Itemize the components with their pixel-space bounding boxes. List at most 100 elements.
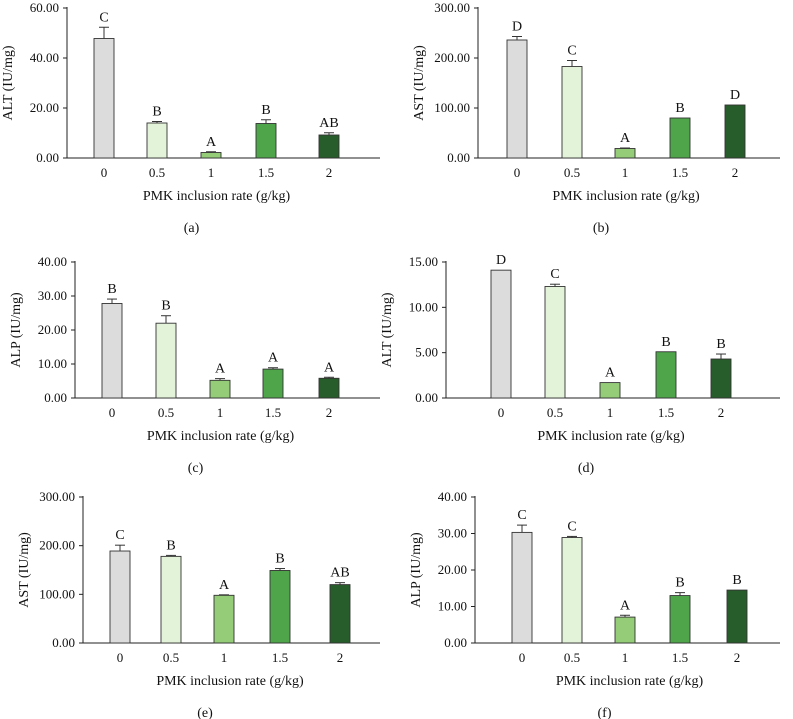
x-tick-label: 1.5	[672, 650, 688, 665]
bar-e-3	[269, 570, 291, 644]
y-tick-label: 5.00	[415, 345, 438, 360]
significance-letter: B	[261, 103, 270, 118]
x-tick-label: 2	[718, 405, 725, 420]
bar-b-2	[614, 148, 636, 159]
y-axis-title: ALT (IU/mg)	[380, 292, 395, 367]
y-axis-title: ALT (IU/mg)	[1, 45, 16, 120]
x-tick-label: 2	[326, 165, 333, 180]
significance-letter: C	[567, 519, 576, 534]
x-tick-label: 0.5	[564, 165, 580, 180]
significance-letter: B	[675, 101, 684, 116]
significance-letter: B	[107, 282, 116, 297]
significance-letter: B	[166, 538, 175, 553]
x-tick-label: 0	[498, 405, 505, 420]
panel-caption: (a)	[184, 221, 200, 236]
x-tick-label: 1.5	[672, 165, 688, 180]
y-tick-label: 20.00	[30, 100, 59, 115]
significance-letter: A	[620, 131, 631, 146]
x-tick-label: 0	[109, 405, 116, 420]
x-tick-label: 2	[732, 165, 739, 180]
bar-b-3	[669, 117, 691, 159]
significance-letter: B	[732, 573, 741, 588]
chart-panel-a: 0.00 20.00 40.00 60.00 C 0 B 0.5 A 1 B 1.5 AB 2 ALT (I…	[1, 0, 380, 236]
x-tick-label: 1.5	[658, 405, 674, 420]
y-tick-label: 15.00	[409, 254, 438, 269]
bar-f-3	[669, 595, 691, 644]
significance-letter: A	[219, 578, 230, 593]
panel-caption: (c)	[188, 461, 204, 476]
x-tick-label: 0.5	[564, 650, 580, 665]
significance-letter: A	[215, 362, 226, 377]
significance-letter: A	[268, 351, 279, 366]
x-tick-label: 1	[217, 405, 224, 420]
y-tick-label: 0.00	[444, 635, 467, 650]
chart-panel-f: 0.00 10.00 20.00 30.00 40.00 C 0 C 0.5 A 1 B 1.5 B 2 AL…	[409, 489, 780, 719]
panel-caption: (d)	[578, 461, 595, 476]
y-tick-label: 0.00	[415, 390, 438, 405]
y-tick-label: 0.00	[447, 150, 470, 165]
significance-letter: B	[661, 335, 670, 350]
bar-c-0	[101, 303, 123, 399]
significance-letter: C	[550, 267, 559, 282]
significance-letter: A	[206, 135, 217, 150]
bar-e-4	[329, 584, 351, 644]
x-tick-label: 1	[622, 650, 629, 665]
significance-letter: AB	[330, 566, 349, 581]
significance-letter: C	[99, 10, 108, 25]
x-axis-title: PMK inclusion rate (g/kg)	[147, 429, 295, 444]
x-tick-label: 2	[337, 650, 344, 665]
x-axis-title: PMK inclusion rate (g/kg)	[143, 189, 291, 204]
x-axis-title: PMK inclusion rate (g/kg)	[556, 674, 704, 689]
bar-d-2	[599, 382, 621, 399]
significance-letter: B	[675, 576, 684, 591]
x-tick-label: 0.5	[547, 405, 563, 420]
bar-d-1	[544, 286, 566, 399]
y-tick-label: 100.00	[434, 100, 470, 115]
x-tick-label: 0	[514, 165, 521, 180]
bar-d-4	[710, 358, 732, 399]
chart-panel-d: 0.00 5.00 10.00 15.00 D 0 C 0.5 A 1 B 1.5 B 2 ALT (IU/…	[380, 253, 780, 476]
x-tick-label: 1	[607, 405, 614, 420]
bar-c-1	[155, 322, 177, 399]
x-tick-label: 1.5	[258, 165, 274, 180]
y-tick-label: 10.00	[38, 356, 67, 371]
significance-letter: B	[275, 552, 284, 567]
y-tick-label: 40.00	[38, 254, 67, 269]
y-tick-label: 20.00	[438, 562, 467, 577]
x-tick-label: 0	[101, 165, 108, 180]
chart-panel-c: 0.00 10.00 20.00 30.00 40.00 B 0 B 0.5 A 1 A 1.5 A 2 AL…	[9, 254, 380, 476]
y-axis-title: ALP (IU/mg)	[409, 532, 424, 608]
bar-f-1	[561, 537, 583, 644]
chart-panel-b: 0.00 100.00 200.00 300.00 D 0 C 0.5 A 1 B 1.5 D 2 AST …	[412, 0, 780, 236]
significance-letter: C	[517, 508, 526, 523]
y-tick-label: 0.00	[52, 635, 75, 650]
y-tick-label: 300.00	[434, 0, 470, 15]
bar-f-0	[511, 531, 533, 644]
panel-caption: (b)	[593, 221, 610, 236]
bar-b-4	[724, 104, 746, 159]
panel-caption: (f)	[598, 706, 612, 719]
x-tick-label: 0.5	[158, 405, 174, 420]
x-tick-label: 2	[326, 405, 333, 420]
bar-d-0	[490, 269, 512, 399]
y-tick-label: 0.00	[36, 150, 59, 165]
bar-a-2	[200, 152, 222, 159]
significance-letter: D	[496, 253, 506, 268]
significance-letter: D	[512, 20, 522, 35]
y-tick-label: 30.00	[38, 288, 67, 303]
significance-letter: A	[324, 360, 335, 375]
bar-a-1	[146, 122, 168, 159]
bar-c-2	[209, 379, 231, 399]
y-tick-label: 100.00	[39, 586, 75, 601]
significance-letter: C	[115, 528, 124, 543]
bar-a-3	[255, 123, 277, 159]
bar-a-4	[318, 134, 340, 159]
y-tick-label: 200.00	[39, 538, 75, 553]
bar-c-4	[318, 377, 340, 399]
significance-letter: AB	[319, 116, 338, 131]
y-tick-label: 30.00	[438, 526, 467, 541]
significance-letter: B	[152, 105, 161, 120]
bar-f-4	[726, 589, 748, 644]
x-tick-label: 1	[622, 165, 629, 180]
